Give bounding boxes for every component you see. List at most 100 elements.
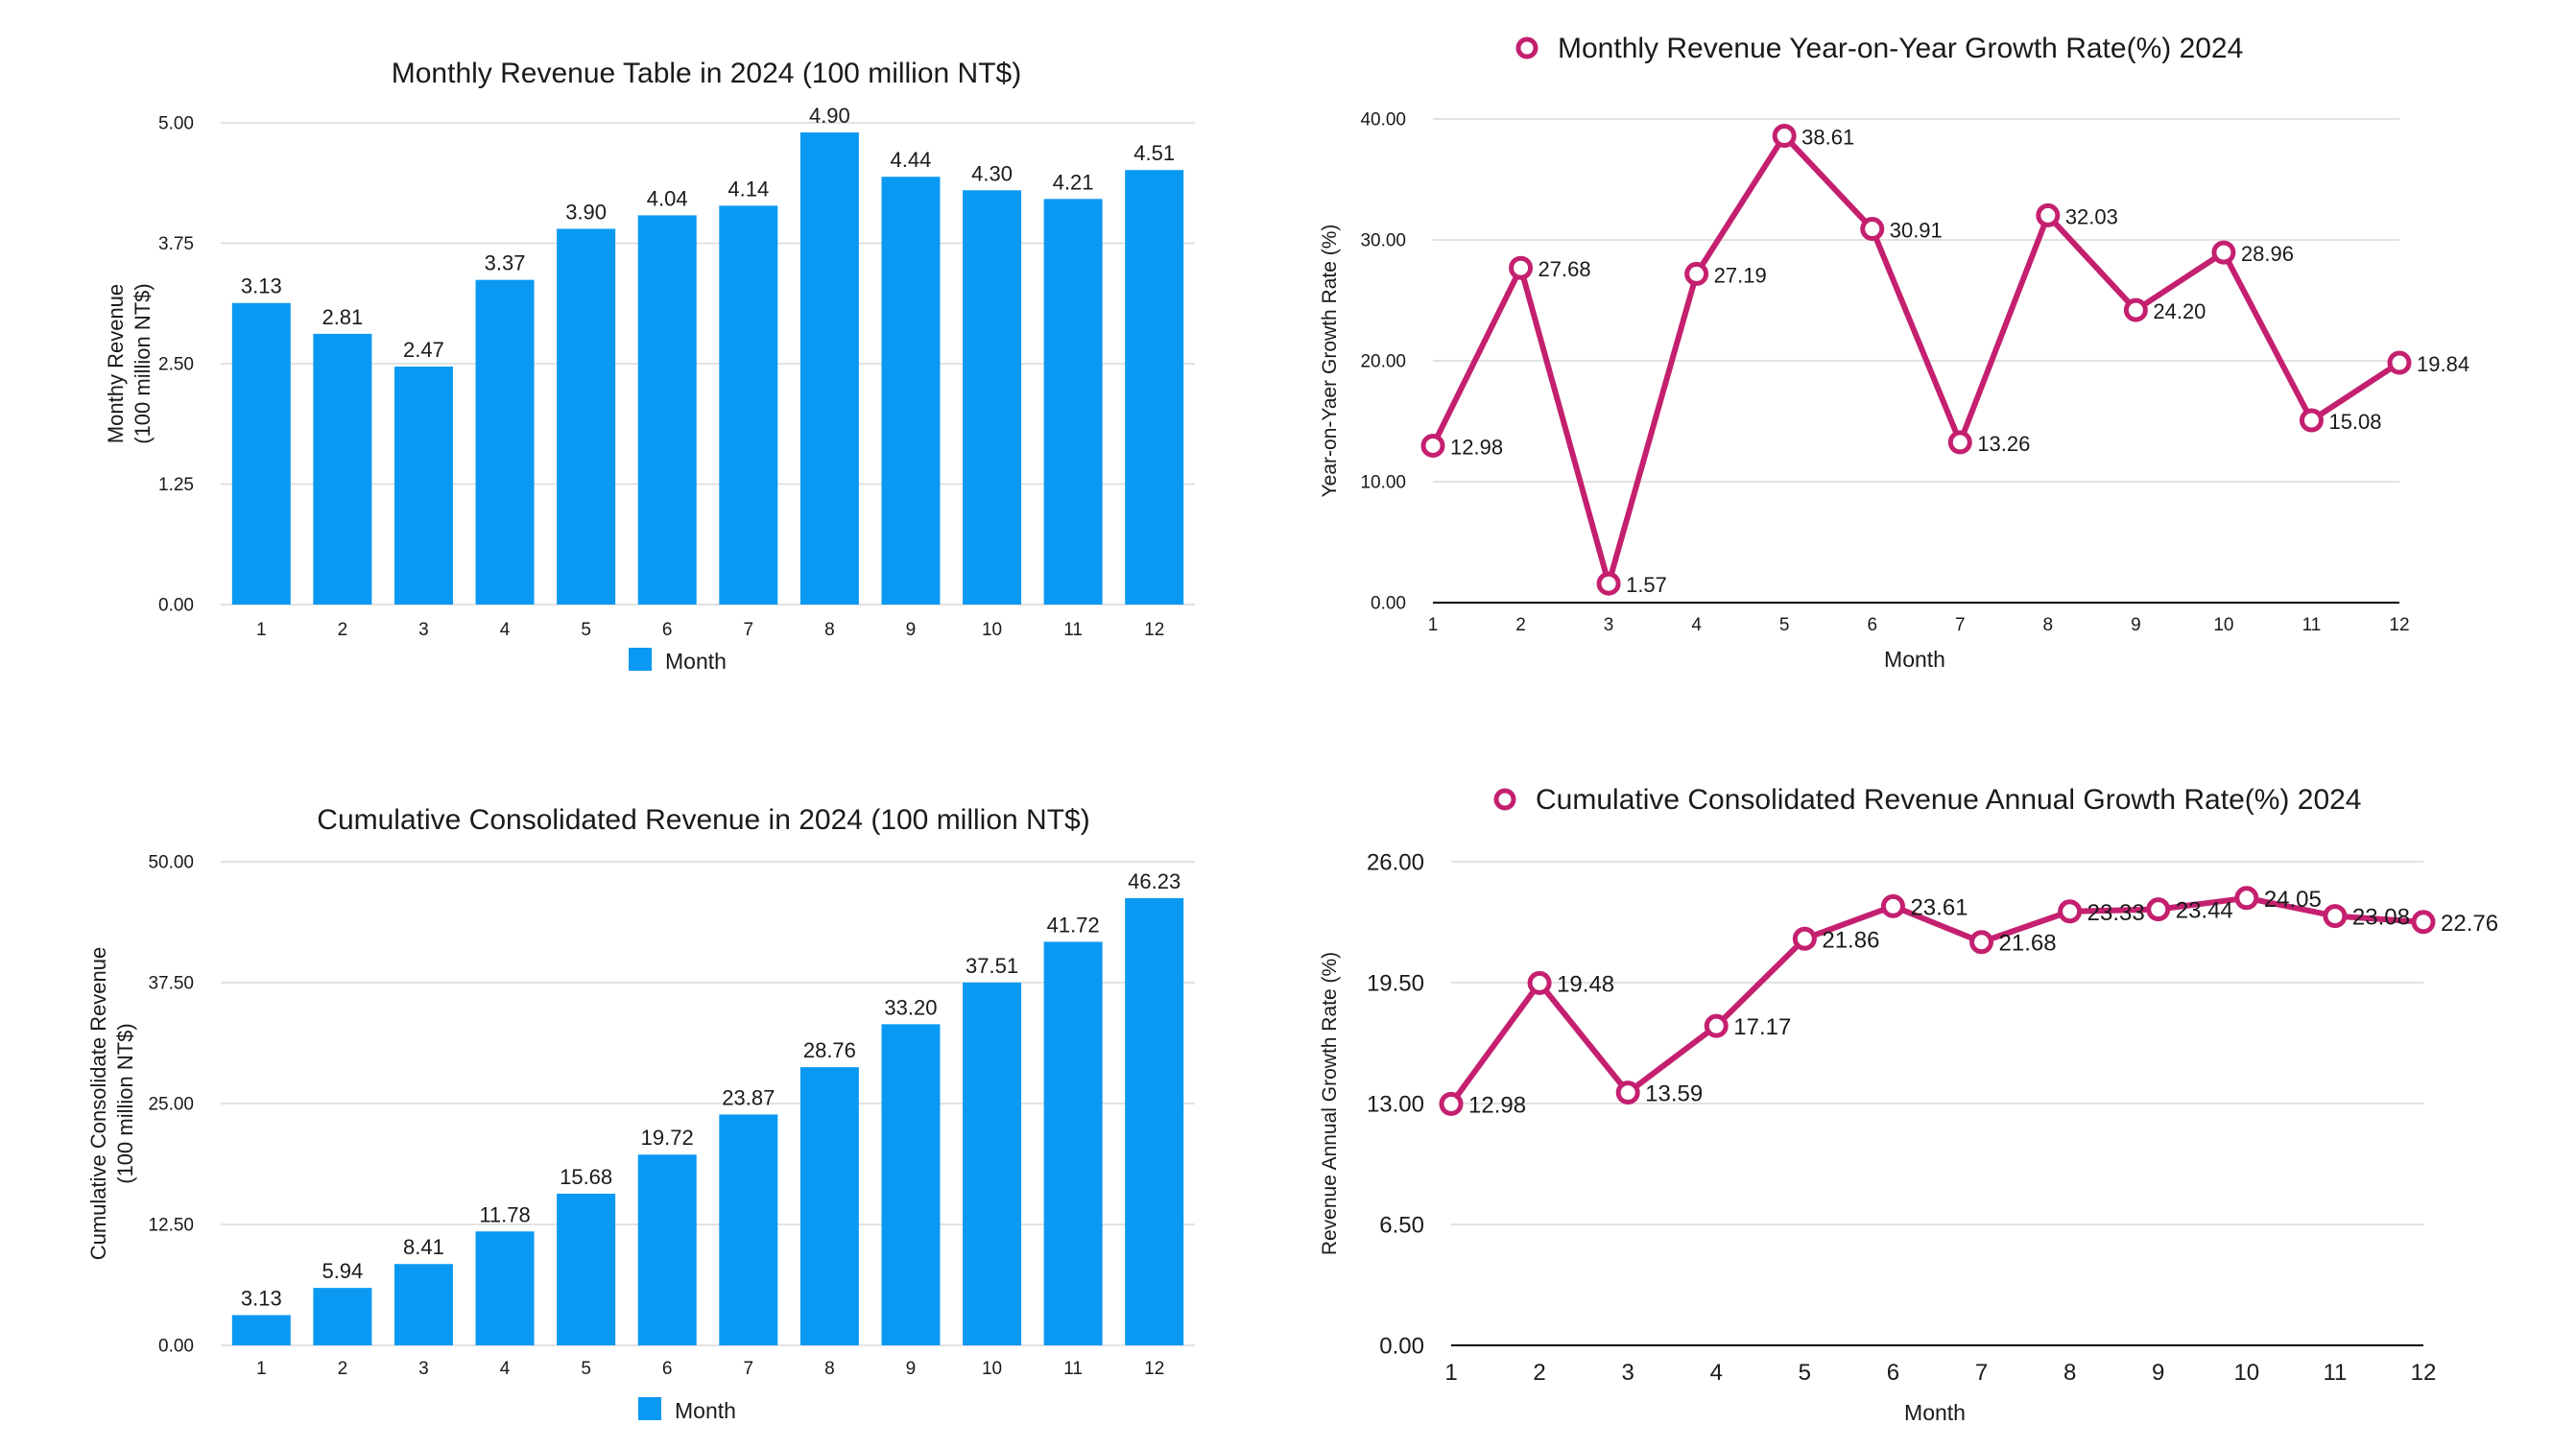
- monthly-revenue-bar: [313, 333, 372, 605]
- monthly-growth-y-tick-label: 40.00: [1360, 110, 1406, 131]
- monthly-revenue-x-tick-label: 4: [500, 620, 511, 640]
- cumulative-revenue-bar: [394, 1264, 453, 1345]
- cumulative-growth-data-label: 23.44: [2176, 898, 2233, 924]
- monthly-revenue-x-tick-label: 8: [824, 620, 835, 640]
- cumulative-revenue-data-label: 3.13: [241, 1286, 282, 1310]
- cumulative-growth-data-label: 21.68: [1999, 931, 2057, 957]
- monthly-growth-point: [1947, 430, 1972, 455]
- cumulative-revenue-data-label: 28.76: [803, 1038, 856, 1062]
- cumulative-revenue-y-axis-label: Cumulative Consolidate Revenue (100 milli…: [86, 947, 137, 1261]
- monthly-growth-point: [1509, 255, 1534, 280]
- monthly-revenue-bar: [1125, 170, 1184, 606]
- cumulative-growth-point: [2234, 886, 2259, 911]
- monthly-growth-data-label: 27.19: [1714, 263, 1767, 287]
- monthly-growth-x-tick-label: 11: [2302, 615, 2322, 635]
- cumulative-revenue-x-tick-label: 2: [338, 1359, 348, 1379]
- monthly-growth-data-label: 1.57: [1626, 573, 1667, 597]
- cumulative-revenue-data-label: 11.78: [479, 1202, 530, 1226]
- monthly-revenue-bar: [394, 367, 453, 605]
- cumulative-growth-x-tick-label: 4: [1710, 1360, 1723, 1386]
- monthly-growth-point: [1684, 261, 1709, 286]
- monthly-revenue-x-tick-label: 12: [1144, 620, 1164, 640]
- monthly-growth-data-label: 12.98: [1450, 435, 1503, 459]
- cumulative-growth-title-marker-icon: [1493, 788, 1516, 811]
- monthly-revenue-y-tick-label: 3.75: [158, 234, 194, 254]
- monthly-revenue-bar: [799, 132, 859, 606]
- cumulative-growth-title: Cumulative Consolidated Revenue Annual G…: [1536, 784, 2362, 816]
- monthly-revenue-bar: [963, 190, 1022, 605]
- cumulative-revenue-bar: [637, 1154, 697, 1345]
- cumulative-revenue-data-label: 46.23: [1128, 869, 1181, 893]
- monthly-revenue-data-label: 4.21: [1053, 170, 1094, 194]
- monthly-revenue-legend-swatch: [629, 648, 652, 671]
- monthly-revenue-x-tick-label: 3: [418, 620, 429, 640]
- monthly-revenue-data-label: 4.04: [647, 186, 688, 210]
- cumulative-revenue-data-label: 37.51: [966, 954, 1018, 978]
- monthly-growth-point: [1860, 217, 1885, 242]
- monthly-growth-y-axis-label-line: Year-on-Yaer Growth Rate (%): [1319, 225, 1341, 498]
- monthly-revenue-legend-label: Month: [665, 649, 727, 674]
- monthly-revenue-y-axis-label-line: (100 million NT$): [131, 283, 155, 444]
- monthly-revenue-title: Monthly Revenue Table in 2024 (100 milli…: [392, 58, 1021, 89]
- monthly-revenue-data-label: 4.51: [1133, 141, 1175, 165]
- monthly-growth-point: [2123, 297, 2148, 322]
- cumulative-growth-point: [1969, 930, 1994, 955]
- cumulative-revenue-data-label: 15.68: [560, 1165, 612, 1189]
- cumulative-growth-point: [1439, 1091, 1464, 1116]
- cumulative-revenue-data-label: 5.94: [322, 1259, 363, 1283]
- cumulative-growth-point: [2058, 899, 2083, 924]
- cumulative-growth-data-label: 23.08: [2352, 905, 2410, 931]
- monthly-growth-point: [2299, 408, 2324, 433]
- cumulative-revenue-x-tick-label: 1: [256, 1359, 267, 1379]
- cumulative-revenue-bar: [1125, 898, 1184, 1345]
- cumulative-growth-point: [1704, 1013, 1729, 1038]
- cumulative-growth-x-tick-label: 8: [2063, 1360, 2076, 1386]
- cumulative-revenue-bar: [799, 1067, 859, 1345]
- monthly-growth-x-tick-label: 4: [1691, 615, 1702, 635]
- cumulative-revenue-x-tick-label: 3: [418, 1359, 429, 1379]
- monthly-revenue-y-tick-label: 5.00: [158, 114, 194, 134]
- cumulative-revenue-y-tick-label: 37.50: [148, 974, 194, 994]
- cumulative-growth-point: [2411, 910, 2436, 935]
- monthly-revenue-x-tick-label: 6: [662, 620, 673, 640]
- cumulative-growth-point: [2146, 897, 2171, 922]
- monthly-growth-y-tick-label: 10.00: [1360, 473, 1406, 493]
- monthly-growth-x-tick-label: 9: [2131, 615, 2141, 635]
- cumulative-growth-data-label: 24.05: [2264, 887, 2322, 913]
- cumulative-revenue-y-tick-label: 0.00: [158, 1337, 194, 1357]
- cumulative-growth-data-label: 19.48: [1557, 971, 1614, 997]
- monthly-growth-y-axis-label: Year-on-Yaer Growth Rate (%): [1319, 225, 1341, 498]
- cumulative-revenue-x-tick-label: 6: [662, 1359, 673, 1379]
- monthly-revenue-bar: [231, 302, 291, 605]
- cumulative-revenue-x-tick-label: 7: [744, 1359, 754, 1379]
- cumulative-growth-point: [1615, 1081, 1640, 1105]
- monthly-revenue-data-label: 2.81: [322, 305, 363, 329]
- monthly-growth-point: [1420, 433, 1445, 458]
- cumulative-growth-point: [2323, 904, 2348, 929]
- cumulative-growth-x-tick-label: 11: [2323, 1360, 2347, 1386]
- monthly-growth-title: Monthly Revenue Year-on-Year Growth Rate…: [1558, 33, 2243, 64]
- monthly-revenue-bar: [475, 279, 535, 605]
- monthly-revenue-data-label: 3.37: [485, 251, 526, 275]
- monthly-revenue-data-label: 4.44: [891, 148, 932, 172]
- cumulative-growth-data-label: 23.61: [1910, 894, 1968, 920]
- monthly-growth-x-tick-label: 5: [1779, 615, 1790, 635]
- cumulative-growth-y-tick-label: 6.50: [1379, 1212, 1424, 1238]
- monthly-revenue-x-tick-label: 2: [338, 620, 348, 640]
- cumulative-growth-x-tick-label: 2: [1533, 1360, 1545, 1386]
- cumulative-revenue-x-tick-label: 11: [1063, 1359, 1083, 1379]
- monthly-revenue-x-tick-label: 10: [982, 620, 1002, 640]
- cumulative-revenue-bar: [475, 1231, 535, 1345]
- monthly-growth-data-label: 30.91: [1890, 219, 1943, 243]
- monthly-revenue-y-tick-label: 1.25: [158, 475, 194, 495]
- cumulative-growth-x-tick-label: 5: [1799, 1360, 1811, 1386]
- monthly-revenue-data-label: 4.14: [727, 177, 769, 201]
- monthly-growth-x-tick-label: 10: [2213, 615, 2233, 635]
- monthly-growth-data-label: 28.96: [2241, 242, 2294, 266]
- cumulative-growth-x-tick-label: 10: [2233, 1360, 2259, 1386]
- cumulative-revenue-y-tick-label: 25.00: [148, 1095, 194, 1115]
- monthly-growth-x-tick-label: 7: [1955, 615, 1966, 635]
- cumulative-revenue-bar: [231, 1315, 291, 1345]
- cumulative-revenue-x-tick-label: 9: [906, 1359, 917, 1379]
